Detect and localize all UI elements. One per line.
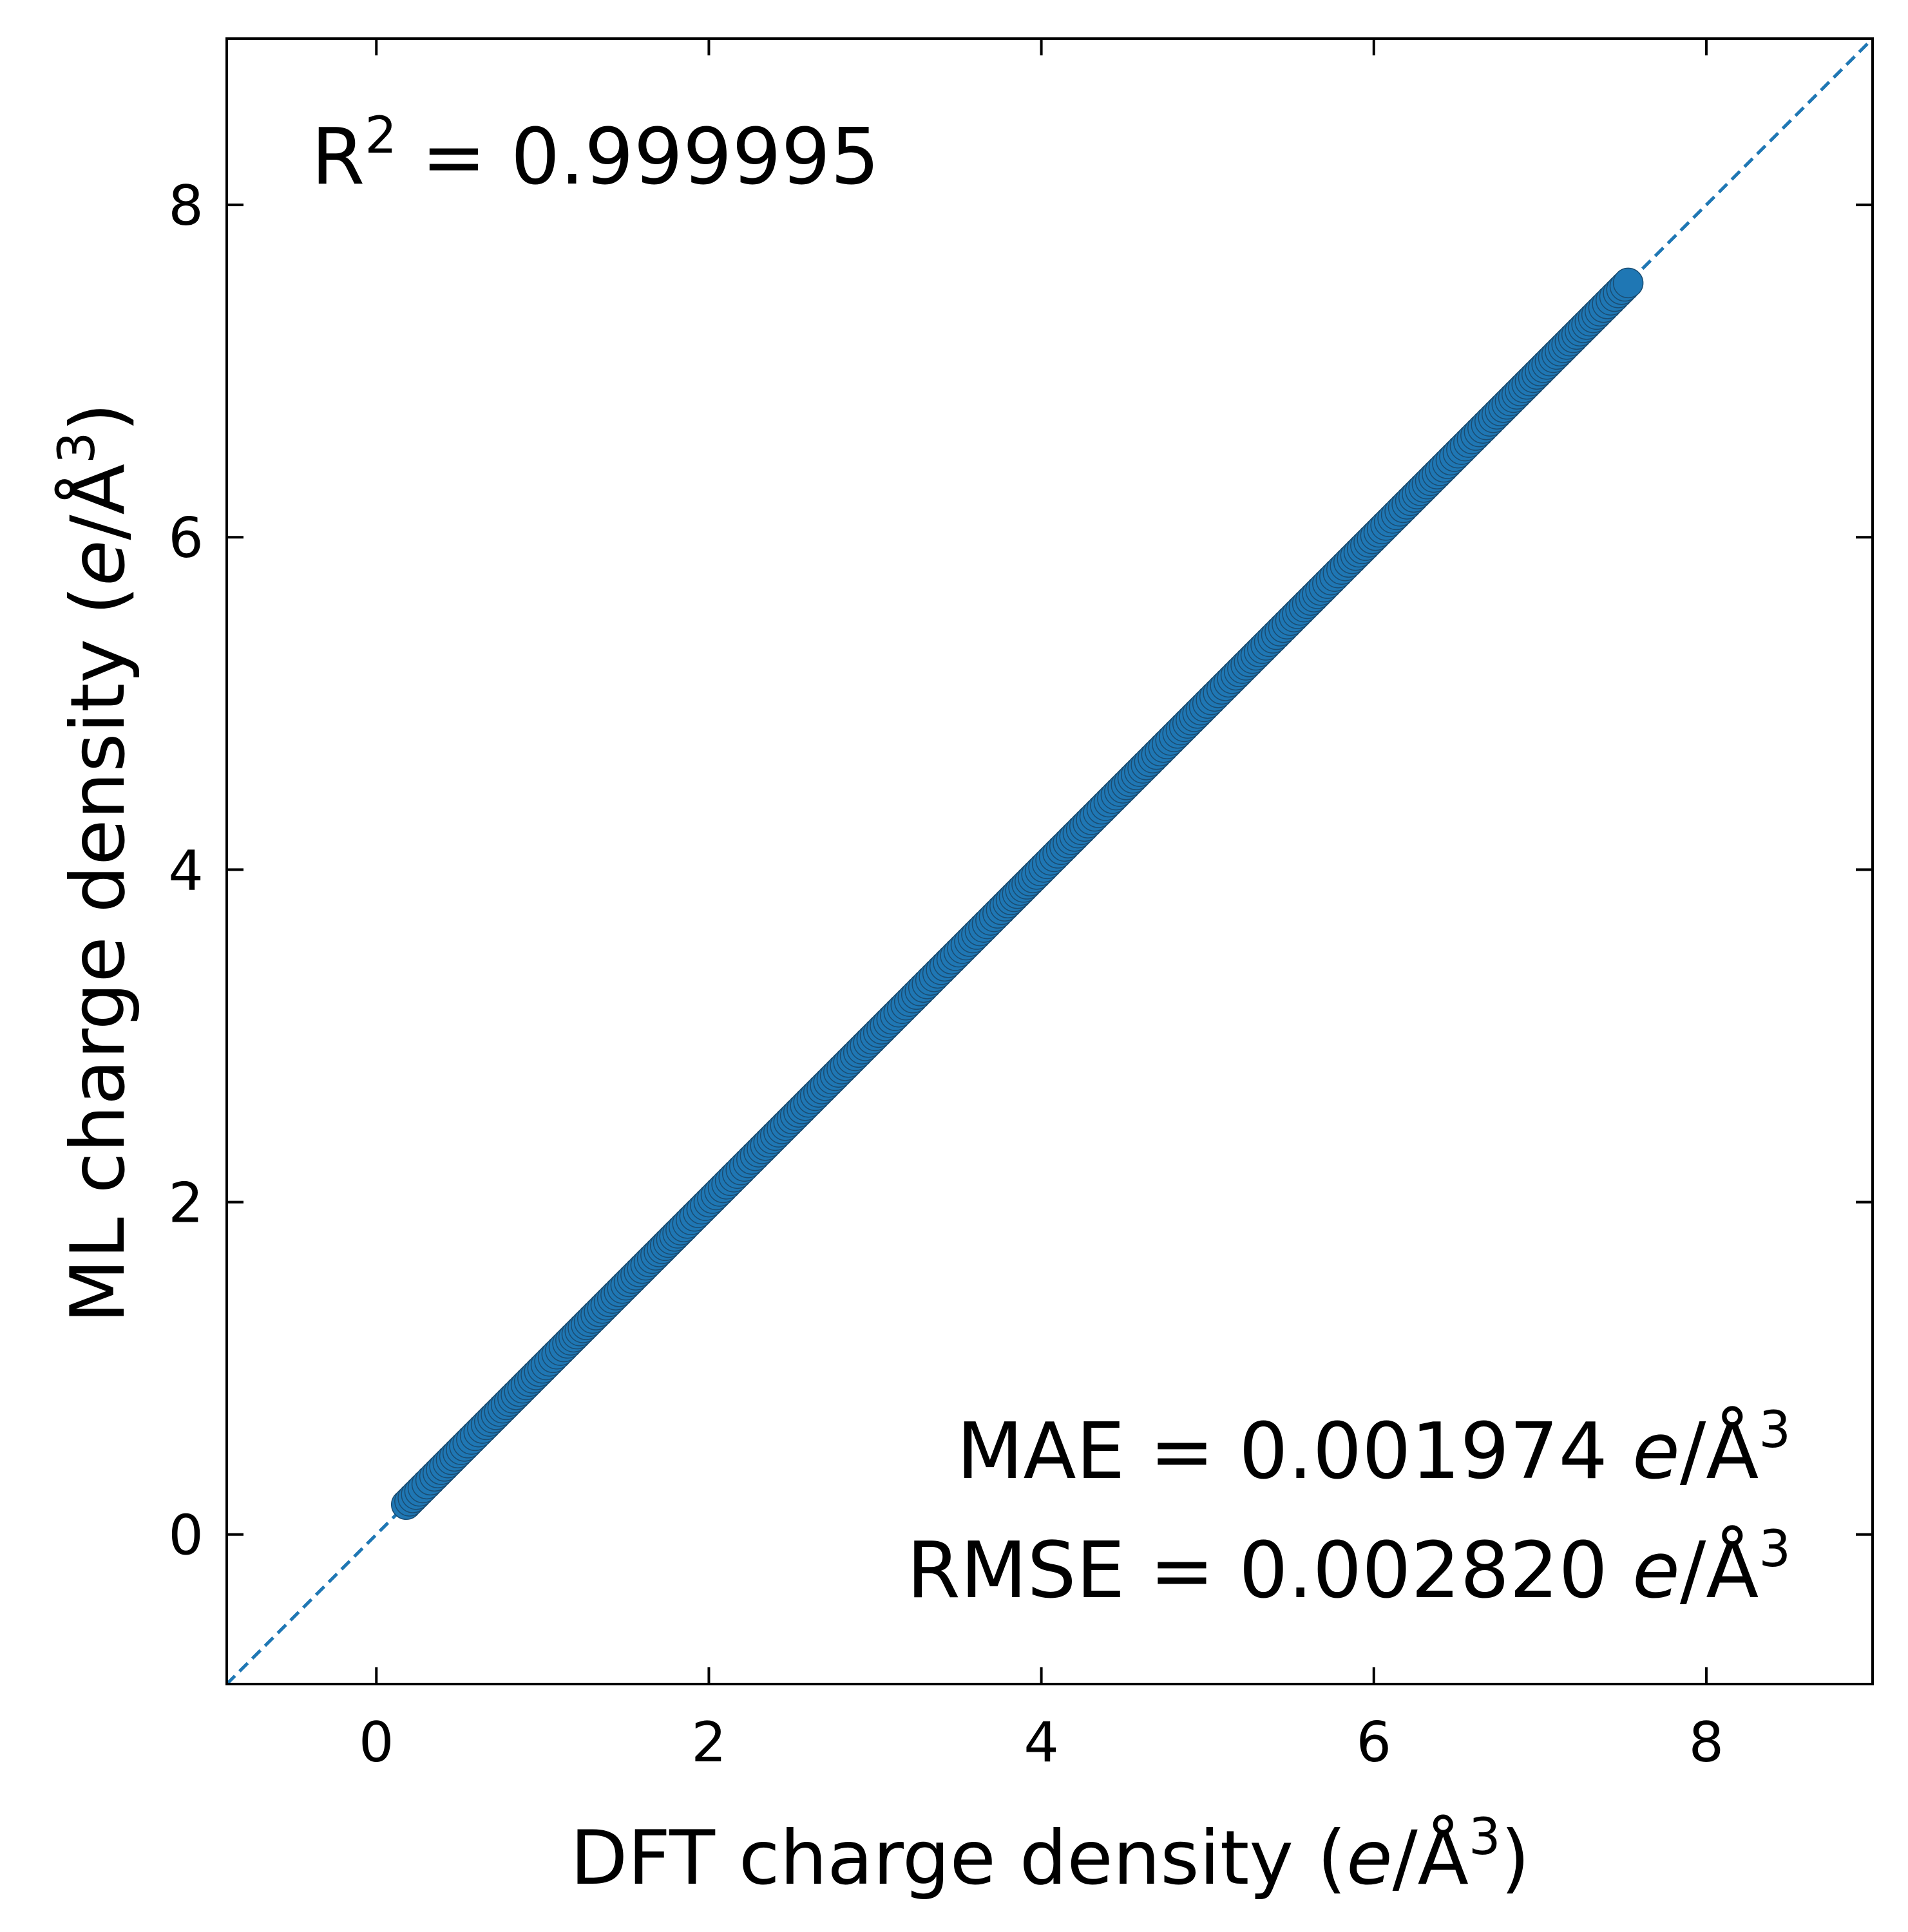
y-tick-label: 2 (168, 1171, 204, 1236)
y-tick-label: 4 (168, 838, 204, 903)
x-label-unit-sup: 3 (1469, 1808, 1501, 1866)
y-tick-label: 6 (168, 506, 204, 571)
scatter-points (390, 267, 1644, 1520)
rmse-unit-sup: 3 (1759, 1520, 1791, 1578)
mae-unit-rest: /Å (1680, 1406, 1759, 1497)
mae-unit-sup: 3 (1759, 1401, 1791, 1459)
x-axis-label: DFT charge density (e/Å3) (570, 1808, 1530, 1902)
mae-unit-e: e (1632, 1407, 1680, 1497)
x-label-prefix: DFT charge density ( (570, 1815, 1346, 1902)
scatter-point (1612, 267, 1644, 299)
rmse-unit-e: e (1632, 1526, 1680, 1616)
y-label-unit-sup: 3 (48, 431, 106, 464)
x-tick-label: 6 (1356, 1710, 1391, 1775)
x-tick-label: 2 (691, 1710, 727, 1775)
rmse-unit-rest: /Å (1680, 1526, 1759, 1616)
x-label-unit-rest: /Å (1393, 1814, 1469, 1902)
rmse-annotation: RMSE = 0.002820 e/Å3 (907, 1520, 1791, 1616)
y-label-unit-rest: /Å (54, 464, 142, 540)
y-label-suffix: ) (55, 402, 142, 431)
x-tick-label: 4 (1024, 1710, 1059, 1775)
axis-ticks: 0 2 4 6 8 0 2 4 6 8 (168, 39, 1873, 1775)
mae-annotation: MAE = 0.001974 e/Å3 (957, 1401, 1791, 1497)
y-tick-label: 8 (168, 174, 204, 238)
r2-base: R (311, 113, 365, 202)
mae-text: MAE = 0.001974 (957, 1407, 1632, 1497)
r-squared-annotation: R2 = 0.999995 (311, 107, 879, 202)
x-label-unit-e: e (1346, 1815, 1392, 1902)
y-axis-label: ML charge density (e/Å3) (48, 402, 142, 1323)
x-label-suffix: ) (1501, 1815, 1530, 1902)
r2-superscript: 2 (365, 107, 397, 165)
y-tick-label: 0 (168, 1504, 204, 1568)
y-label-unit-e: e (55, 540, 142, 586)
x-tick-label: 8 (1689, 1710, 1724, 1775)
r2-value: = 0.999995 (397, 113, 879, 202)
rmse-text: RMSE = 0.002820 (907, 1526, 1632, 1616)
x-tick-label: 0 (359, 1710, 394, 1775)
y-label-prefix: ML charge density ( (55, 586, 142, 1323)
plot-frame (225, 37, 1874, 1685)
